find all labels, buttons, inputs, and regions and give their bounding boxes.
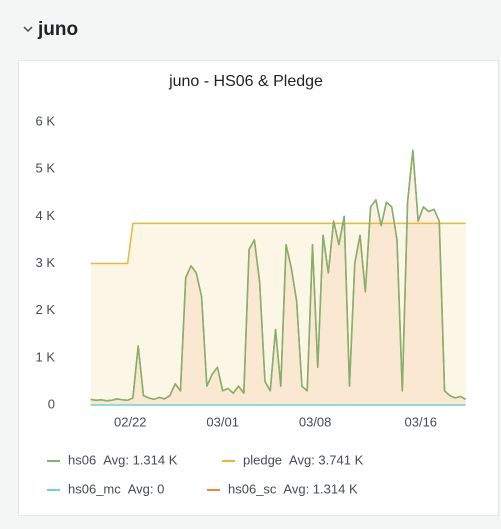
chart-title: juno - HS06 & Pledge [168,73,323,90]
x-tick-label: 03/16 [405,414,438,429]
series-line [90,149,467,402]
legend-name: hs06_mc [68,481,121,496]
x-tick-label: 03/01 [206,414,239,429]
x-tick-label: 03/08 [299,414,332,429]
legend-name: hs06_sc [228,481,277,496]
x-tick-label: 02/22 [114,414,147,429]
y-tick-label: 5 K [35,161,55,176]
series-area [90,223,466,405]
y-tick-label: 4 K [35,208,55,223]
collapse-chevron[interactable] [23,26,33,33]
legend-name: pledge [243,452,282,467]
row-title[interactable]: juno [37,19,78,40]
y-tick-label: 0 [48,396,55,411]
series-area [90,150,466,405]
panel [18,60,499,516]
y-tick-label: 1 K [35,349,55,364]
legend-name: hs06 [68,452,96,467]
legend-value: Avg: 0 [128,481,165,496]
y-tick-label: 2 K [35,302,55,317]
legend-value: Avg: 1.314 K [283,481,358,496]
legend-value: Avg: 3.741 K [289,452,364,467]
y-tick-label: 3 K [35,255,55,270]
series-line [90,222,466,265]
y-tick-label: 6 K [35,113,55,128]
legend-value: Avg: 1.314 K [103,452,178,467]
